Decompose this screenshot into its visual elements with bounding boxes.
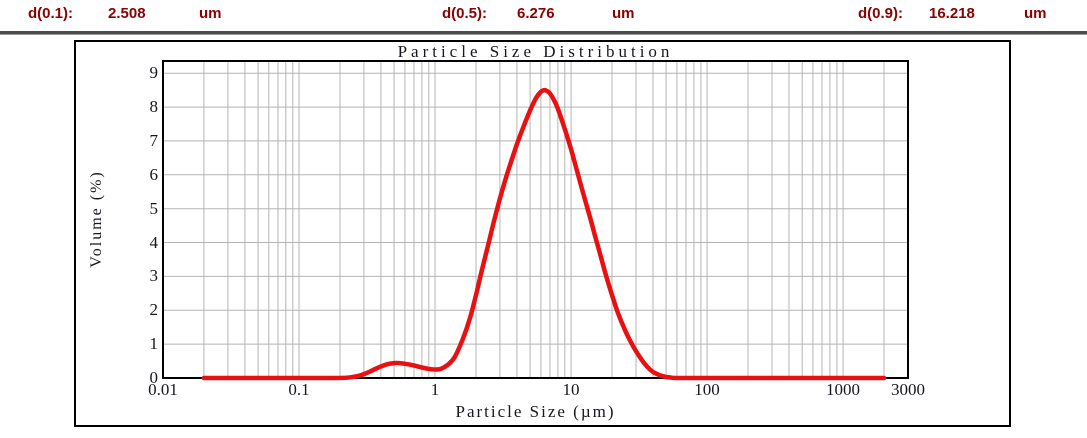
x-tick-label: 100 xyxy=(694,380,720,399)
x-tick-label: 10 xyxy=(562,380,580,399)
y-axis-title: Volume (%) xyxy=(88,170,105,268)
d10-unit: um xyxy=(199,5,222,22)
y-tick-label: 6 xyxy=(149,165,159,184)
x-tick-label: 1 xyxy=(430,380,440,399)
chart-title: Particle Size Distribution xyxy=(397,42,674,61)
y-tick-label: 4 xyxy=(149,233,159,252)
header-divider xyxy=(0,31,1087,35)
d90-value: 16.218 xyxy=(929,5,975,22)
chart-frame xyxy=(74,40,1011,427)
x-tick-label: 1000 xyxy=(826,380,860,399)
x-axis-title: Particle Size (µm) xyxy=(455,402,616,421)
y-tick-label: 8 xyxy=(149,97,159,116)
y-tick-label: 3 xyxy=(149,266,159,285)
d50-label: d(0.5): xyxy=(442,5,487,22)
d90-unit: um xyxy=(1024,5,1047,22)
d50-value: 6.276 xyxy=(517,5,555,22)
d10-value: 2.508 xyxy=(108,5,146,22)
d10-label: d(0.1): xyxy=(28,5,73,22)
plot-border xyxy=(162,60,909,379)
distribution-curve xyxy=(201,87,887,381)
x-tick-label: 0.1 xyxy=(288,380,310,399)
x-tick-label: 0.01 xyxy=(148,380,178,399)
y-tick-label: 0 xyxy=(149,368,159,387)
d50-unit: um xyxy=(612,5,635,22)
y-tick-label: 5 xyxy=(149,199,159,218)
d90-label: d(0.9): xyxy=(858,5,903,22)
y-tick-label: 1 xyxy=(149,334,159,353)
y-tick-label: 2 xyxy=(149,300,159,319)
x-tick-label: 3000 xyxy=(891,380,925,399)
y-tick-label: 9 xyxy=(149,63,159,82)
y-tick-label: 7 xyxy=(149,131,159,150)
